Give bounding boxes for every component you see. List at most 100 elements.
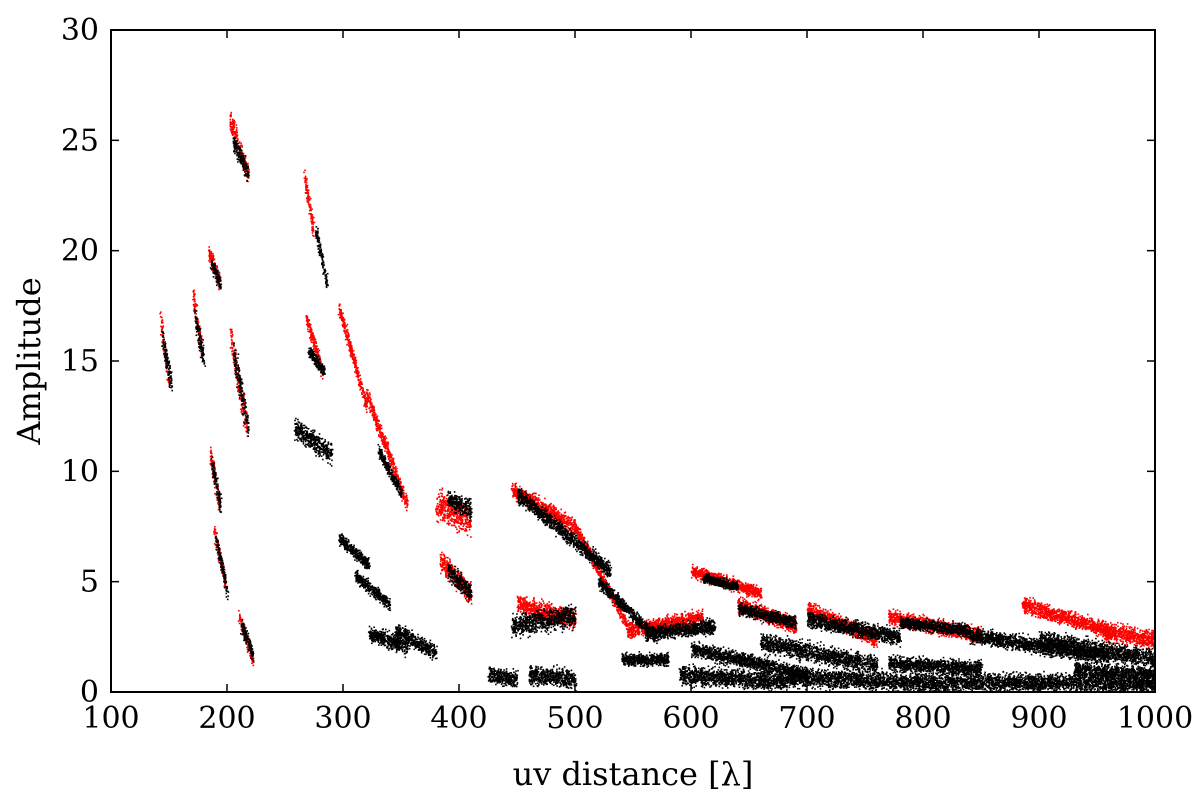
series-red <box>159 112 1157 666</box>
data-point <box>592 562 594 564</box>
data-point <box>355 366 357 368</box>
data-point <box>367 395 369 397</box>
data-point <box>544 605 546 607</box>
data-point <box>233 357 235 359</box>
data-point <box>461 516 463 518</box>
data-point <box>540 603 542 605</box>
data-point <box>349 346 351 348</box>
data-point <box>312 230 314 232</box>
data-point <box>236 124 238 126</box>
data-point <box>317 348 319 350</box>
data-point <box>320 376 322 378</box>
data-point <box>513 490 515 492</box>
data-point <box>367 401 369 403</box>
data-point <box>230 116 232 118</box>
data-point <box>359 384 361 386</box>
data-point <box>310 208 312 210</box>
data-point <box>596 570 598 572</box>
data-point <box>346 325 348 327</box>
data-point <box>442 560 444 562</box>
data-point <box>458 531 460 533</box>
data-point <box>626 628 628 630</box>
data-point <box>393 462 395 464</box>
data-point <box>308 198 310 200</box>
data-point <box>544 498 546 500</box>
data-point <box>357 367 359 369</box>
data-point <box>440 507 442 509</box>
data-point <box>536 602 538 604</box>
data-point <box>446 575 448 577</box>
data-point <box>516 493 518 495</box>
data-point <box>532 600 534 602</box>
data-point <box>559 516 561 518</box>
data-point <box>446 576 448 578</box>
data-point <box>441 506 443 508</box>
data-point <box>240 409 242 411</box>
data-point <box>463 523 465 525</box>
data-point <box>570 530 572 532</box>
data-point <box>571 526 573 528</box>
data-point <box>232 129 234 131</box>
data-point <box>406 510 408 512</box>
data-point <box>466 599 468 601</box>
data-point <box>371 404 373 406</box>
data-point <box>246 425 248 427</box>
data-point <box>305 176 307 178</box>
data-point <box>305 182 307 184</box>
data-point <box>625 618 627 620</box>
data-point <box>201 335 203 337</box>
data-point <box>209 257 211 259</box>
data-point <box>441 554 443 556</box>
data-point <box>392 466 394 468</box>
data-point <box>577 531 579 533</box>
data-point <box>239 398 241 400</box>
data-point <box>313 217 315 219</box>
data-point <box>562 520 564 522</box>
data-point <box>341 313 343 315</box>
data-point <box>466 526 468 528</box>
data-point <box>383 436 385 438</box>
data-point <box>344 319 346 321</box>
data-point <box>382 443 384 445</box>
data-point <box>343 323 345 325</box>
data-point <box>440 561 442 563</box>
data-point <box>513 488 515 490</box>
data-point <box>372 406 374 408</box>
data-point <box>616 609 618 611</box>
data-point <box>307 321 309 323</box>
data-point <box>623 616 625 618</box>
data-point <box>384 450 386 452</box>
data-point <box>344 324 346 326</box>
data-point <box>212 460 214 462</box>
data-point <box>397 476 399 478</box>
data-point <box>446 511 448 513</box>
data-point <box>401 500 403 502</box>
data-point <box>310 206 312 208</box>
data-point <box>308 193 310 195</box>
data-point <box>406 504 408 506</box>
data-point <box>451 512 453 514</box>
data-point <box>456 532 458 534</box>
data-point <box>438 515 440 517</box>
data-point <box>315 346 317 348</box>
data-point <box>444 558 446 560</box>
data-point <box>230 122 232 124</box>
data-point <box>543 507 545 509</box>
data-point <box>439 512 441 514</box>
data-point <box>231 351 233 353</box>
data-point <box>349 349 351 351</box>
data-point <box>578 534 580 536</box>
data-point <box>622 622 624 624</box>
data-point <box>600 574 602 576</box>
data-point <box>370 399 372 401</box>
data-point <box>560 509 562 511</box>
data-point <box>241 620 243 622</box>
data-point <box>389 453 391 455</box>
data-point <box>440 499 442 501</box>
data-point <box>230 329 232 331</box>
data-point <box>443 555 445 557</box>
data-point <box>365 401 367 403</box>
data-point <box>403 486 405 488</box>
data-point <box>569 520 571 522</box>
data-point <box>443 497 445 499</box>
